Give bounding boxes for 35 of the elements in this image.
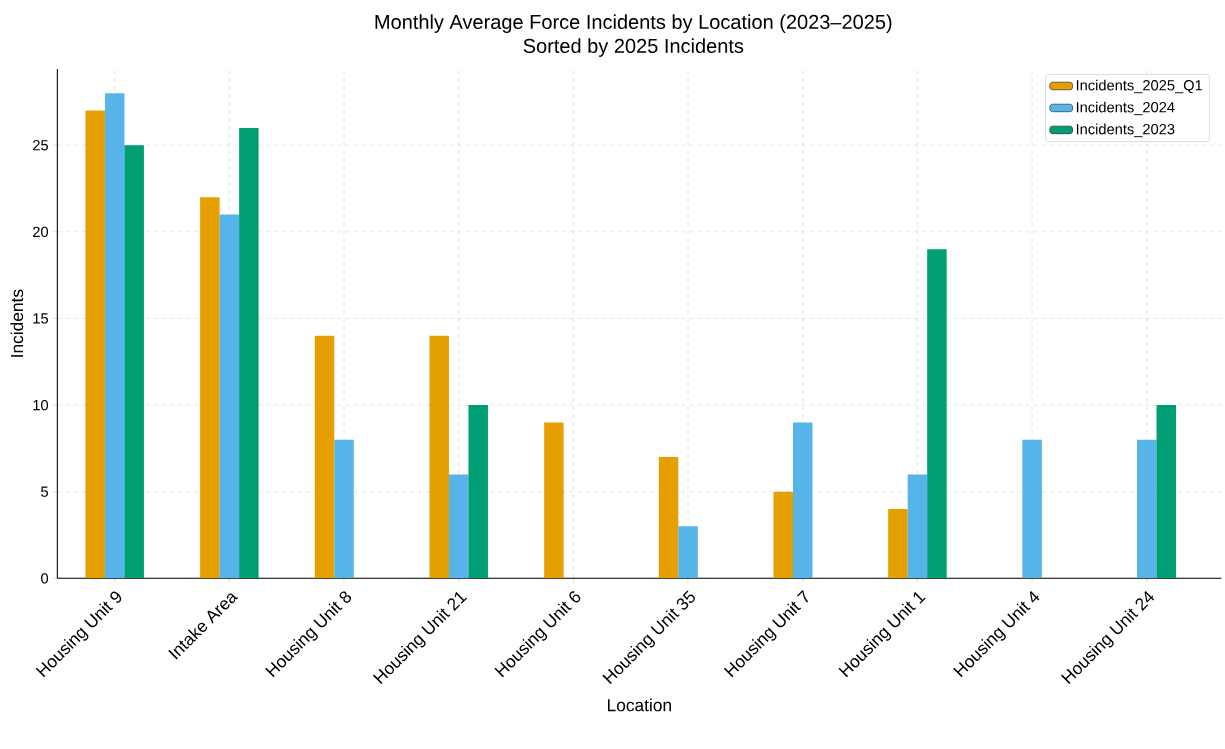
y-tick-label: 0 — [41, 573, 49, 584]
x-axis-title: Location — [607, 698, 671, 712]
bar — [1156, 405, 1177, 579]
chart-title: Monthly Average Force Incidents by Location (2023–2025) — [375, 14, 892, 33]
bar — [927, 249, 947, 579]
bar — [334, 439, 354, 579]
bar — [429, 335, 449, 579]
bar — [907, 474, 928, 579]
bar — [104, 93, 125, 579]
bar — [1022, 439, 1042, 579]
bar — [793, 422, 813, 579]
bar — [1137, 439, 1157, 579]
y-axis-title: Incidents — [10, 289, 24, 357]
y-tick-label: 15 — [33, 313, 48, 324]
bar — [888, 509, 908, 579]
bar — [468, 405, 488, 579]
y-tick-label: 20 — [33, 226, 49, 238]
bar — [239, 127, 259, 579]
y-tick-label: 5 — [41, 486, 48, 497]
bar — [124, 145, 144, 579]
bar — [200, 197, 220, 579]
bar — [773, 491, 793, 579]
bar — [219, 214, 240, 579]
legend-label: Incidents_2025_Q1 — [1076, 79, 1203, 94]
bar — [678, 526, 698, 579]
bar — [448, 474, 469, 579]
chart-subtitle: Sorted by 2025 Incidents — [523, 38, 744, 57]
legend-label: Incidents_2023 — [1076, 123, 1175, 138]
y-tick-label: 25 — [33, 140, 48, 151]
y-tick-label: 10 — [33, 399, 49, 411]
bar — [314, 335, 335, 579]
legend-label: Incidents_2024 — [1076, 101, 1175, 116]
bar — [658, 457, 679, 579]
bar — [85, 110, 105, 579]
bar — [544, 422, 564, 579]
